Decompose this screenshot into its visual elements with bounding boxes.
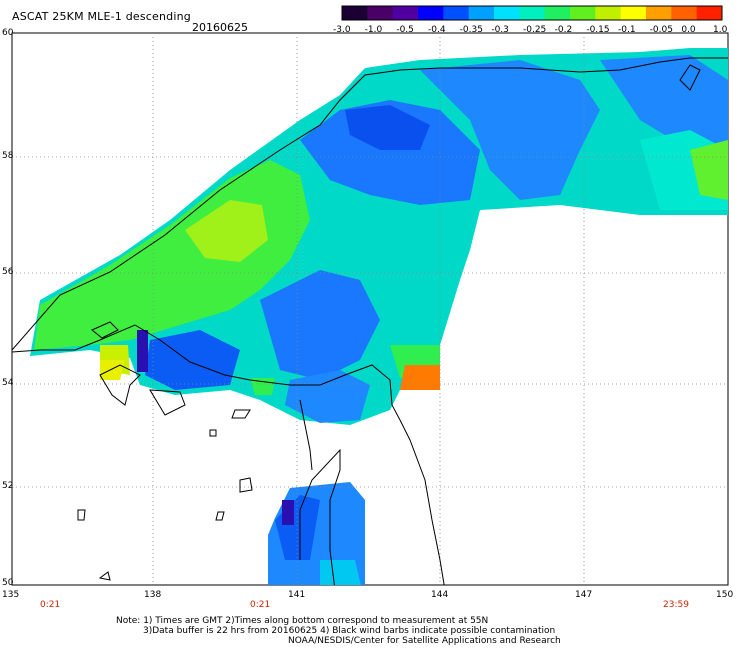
colorbar-swatch (418, 6, 444, 20)
colorbar (341, 5, 723, 21)
lon-label: 144 (431, 590, 449, 600)
colorbar-tick-label: -0.3 (491, 25, 509, 35)
time-label: 23:59 (663, 600, 689, 610)
colorbar-tick-label: -0.25 (523, 25, 547, 35)
lat-label: 52 (2, 481, 14, 491)
chart-title: ASCAT 25KM MLE-1 descending (12, 10, 191, 23)
colorbar-swatch (519, 6, 546, 20)
colorbar-swatch (595, 6, 622, 20)
colorbar-tick-label: -0.1 (618, 25, 636, 35)
colorbar-swatch (696, 6, 723, 20)
colorbar-tick-label: -0.35 (459, 25, 483, 35)
colorbar-tick-label: -0.15 (586, 25, 610, 35)
colorbar-swatch (494, 6, 520, 20)
colorbar-swatch (544, 6, 571, 20)
lat-label: 50 (2, 578, 14, 588)
lat-label: 56 (2, 267, 14, 277)
colorbar-tick-label: -0.4 (428, 25, 446, 35)
time-label: 0:21 (250, 600, 271, 610)
chart-date: 20160625 (192, 21, 248, 34)
colorbar-tick-label: -1.0 (364, 25, 383, 35)
colorbar-swatch (367, 6, 394, 20)
lat-label: 54 (2, 378, 14, 388)
lat-label: 58 (2, 151, 14, 161)
colorbar-tick-label: -0.05 (649, 25, 673, 35)
note-line-1: Note: 1) Times are GMT 2)Times along bot… (116, 616, 489, 626)
colorbar-swatch (570, 6, 596, 20)
lat-label: 60 (2, 28, 14, 38)
colorbar-swatch (392, 6, 419, 20)
colorbar-swatch (620, 6, 647, 20)
lon-label: 135 (2, 590, 20, 600)
colorbar-swatch (468, 6, 495, 20)
time-label: 0:21 (40, 600, 61, 610)
data-swath-south (268, 482, 365, 585)
colorbar-tick-label: -0.2 (554, 25, 573, 35)
note-line-3: NOAA/NESDIS/Center for Satellite Applica… (288, 636, 561, 646)
colorbar-frame (341, 5, 723, 21)
lon-label: 147 (575, 590, 593, 600)
colorbar-tick-label: -0.5 (396, 25, 414, 35)
colorbar-swatch (671, 6, 698, 20)
lon-label: 150 (716, 590, 734, 600)
note-line-2: 3)Data buffer is 22 hrs from 20160625 4)… (143, 626, 556, 636)
colorbar-swatch (443, 6, 470, 20)
colorbar-tick-label: 1.0 (713, 25, 728, 35)
colorbar-swatch (646, 6, 672, 20)
coastline (12, 57, 728, 585)
graticule (12, 33, 728, 585)
lon-label: 141 (288, 590, 306, 600)
data-swath-north (30, 48, 728, 425)
colorbar-tick-label: -3.0 (333, 25, 351, 35)
colorbar-tick-label: 0.0 (681, 25, 696, 35)
lon-label: 138 (144, 590, 162, 600)
colorbar-swatch (342, 6, 368, 20)
